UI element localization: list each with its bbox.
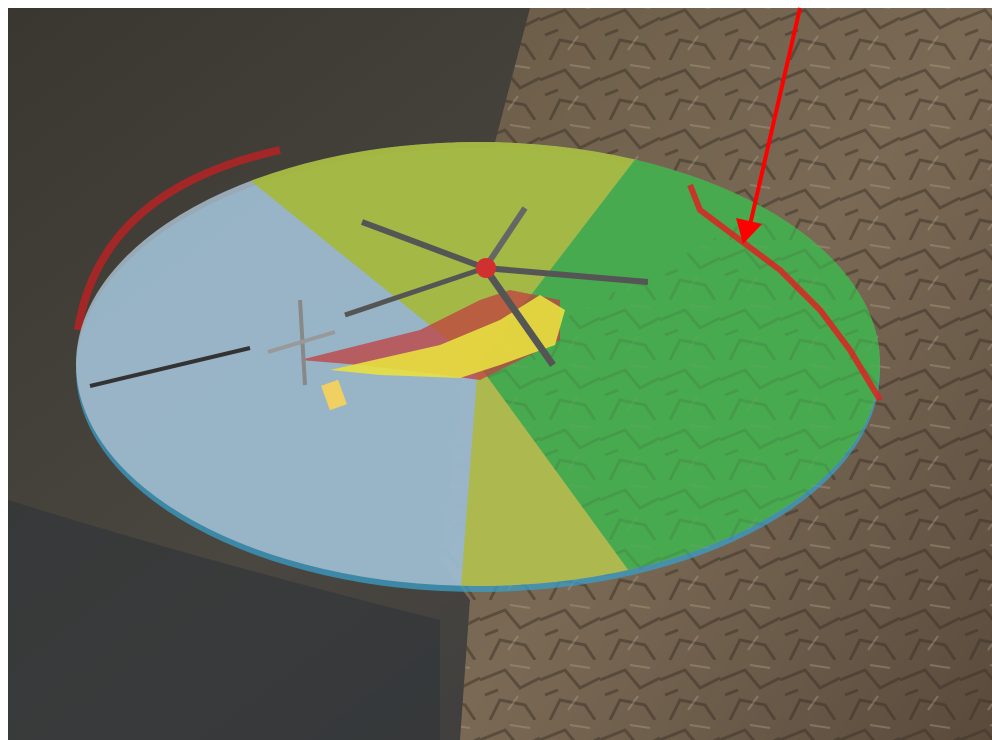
rotor-blade [482, 265, 556, 368]
fuselage-yellow [330, 295, 565, 378]
arrow-shaft [748, 7, 802, 226]
cliff-contact [687, 183, 883, 402]
helicopter [89, 206, 649, 411]
rotor-blade [482, 206, 528, 270]
rotor-blade [344, 265, 486, 318]
rotor-hub [476, 258, 496, 278]
disk-edge-red [74, 146, 281, 331]
tail-rotor [267, 330, 336, 354]
canyon-floor [8, 500, 440, 740]
rotor-blade [360, 219, 487, 271]
tail-fin [321, 379, 347, 411]
arrow [736, 7, 802, 244]
sector-yellow-bottom [460, 364, 650, 586]
arrow-head [736, 218, 762, 244]
shadow-blade [89, 346, 251, 388]
disk [76, 142, 880, 586]
sector-texture [478, 142, 880, 586]
sector-yellow-top [200, 142, 650, 364]
rotor-blade [484, 265, 649, 285]
